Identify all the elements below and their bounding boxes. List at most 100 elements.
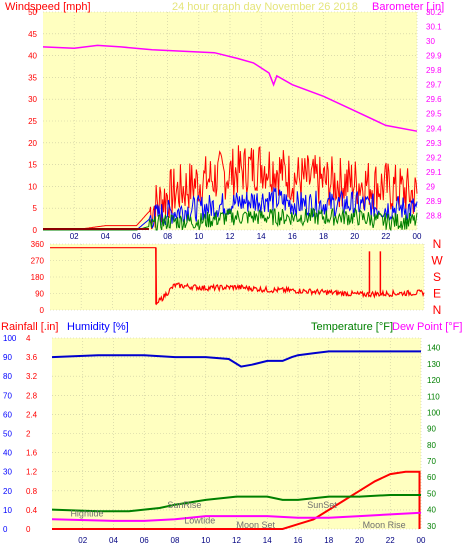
barometer-y-tick-label: 29.8	[426, 66, 442, 75]
humidity-y-ticks: 0 10 20 30 40 50 60 70 80 90 100	[3, 334, 17, 534]
event-annotation: SunRise	[167, 500, 201, 510]
barometer-y-tick-label: 30	[426, 37, 435, 46]
event-annotation: Hightide	[70, 509, 103, 519]
wind-y-tick-label: 5	[33, 204, 38, 213]
temperature-y-tick-label: 40	[427, 506, 436, 515]
wind-x-tick-label: 20	[350, 232, 359, 241]
rainfall-y-tick-label: 2.8	[26, 391, 38, 400]
rainfall-y-tick-label: 0	[26, 525, 31, 534]
rainfall-y-tick-label: 4	[26, 334, 31, 343]
climate-x-tick-label: 10	[201, 536, 210, 545]
chart-title: 24 hour graph day November 26 2018	[172, 1, 358, 13]
temperature-y-tick-label: 130	[427, 360, 441, 369]
barometer-y-tick-label: 30.2	[426, 8, 442, 17]
climate-series	[51, 350, 422, 530]
direction-y-ticks: 0 90 180 270 360	[31, 240, 45, 315]
windspeed-axis-label: Windspeed [mph]	[5, 1, 91, 13]
climate-x-tick-label: 12	[232, 536, 241, 545]
wind-series	[42, 44, 418, 232]
rainfall-y-tick-label: 0.4	[26, 506, 38, 515]
climate-x-tick-label: 04	[109, 536, 118, 545]
compass-letter: N	[433, 237, 442, 251]
compass-letter: W	[431, 254, 443, 268]
climate-x-ticks: 02 04 06 08 10 12 14 16 18 20 22 00	[78, 536, 426, 545]
barometer-y-tick-label: 29.6	[426, 95, 442, 104]
wind-y-tick-label: 10	[28, 182, 37, 191]
wind-y-tick-label: 40	[28, 52, 37, 61]
event-annotation: Moon Rise	[363, 520, 406, 530]
climate-annotations: Hightide SunRise Lowtide Moon Set SunSet Moon…	[70, 500, 405, 530]
rainfall-y-tick-label: 2.4	[26, 410, 38, 419]
wind-y-tick-label: 35	[28, 73, 37, 82]
wind-x-tick-label: 04	[101, 232, 110, 241]
barometer-y-tick-label: 29.9	[426, 52, 442, 61]
humidity-y-tick-label: 70	[3, 391, 12, 400]
humidity-y-tick-label: 90	[3, 353, 12, 362]
temperature-y-tick-label: 80	[427, 441, 436, 450]
climate-x-tick-label: 02	[78, 536, 87, 545]
compass-letter: E	[433, 287, 441, 301]
humidity-y-tick-label: 20	[3, 487, 12, 496]
direction-y-tick-label: 90	[35, 290, 44, 299]
wind-y-ticks: 0 5 10 15 20 25 30 35 40 45 50	[28, 8, 37, 235]
barometer-y-tick-label: 29	[426, 182, 435, 191]
direction-y-tick-label: 270	[31, 257, 45, 266]
direction-series-line	[50, 247, 425, 306]
rainfall-y-tick-label: 3.6	[26, 353, 38, 362]
rainfall-y-tick-label: 1.6	[26, 449, 38, 458]
wind-x-tick-label: 22	[381, 232, 390, 241]
compass-letter: S	[433, 270, 441, 284]
wind-x-tick-label: 18	[319, 232, 328, 241]
rainfall-series-line	[52, 470, 421, 530]
humidity-y-tick-label: 30	[3, 468, 12, 477]
temperature-y-tick-label: 140	[427, 344, 441, 353]
climate-x-tick-label: 16	[294, 536, 303, 545]
wind-x-tick-label: 10	[194, 232, 203, 241]
barometer-y-tick-label: 29.3	[426, 139, 442, 148]
barometer-axis-label: Barometer [.in]	[372, 1, 444, 13]
humidity-series-line	[51, 350, 421, 368]
temperature-y-tick-label: 30	[427, 522, 436, 531]
humidity-y-tick-label: 50	[3, 430, 12, 439]
direction-grid	[50, 243, 425, 311]
humidity-y-tick-label: 80	[3, 372, 12, 381]
humidity-y-tick-label: 60	[3, 410, 12, 419]
event-annotation: SunSet	[307, 500, 337, 510]
barometer-y-tick-label: 28.9	[426, 197, 442, 206]
temperature-y-tick-label: 110	[427, 392, 440, 401]
wind-x-tick-label: 12	[226, 232, 235, 241]
climate-x-tick-label: 20	[355, 536, 364, 545]
humidity-y-tick-label: 0	[3, 525, 8, 534]
barometer-y-ticks: 28.8 28.9 29 29.1 29.2 29.3 29.4 29.5 29.6 29.7 29…	[426, 8, 442, 220]
rainfall-y-tick-label: 1.2	[26, 468, 38, 477]
barometer-y-tick-label: 30.1	[426, 23, 442, 32]
direction-y-tick-label: 180	[31, 273, 45, 282]
wind-y-tick-label: 50	[28, 8, 37, 17]
wind-y-tick-label: 0	[33, 226, 38, 235]
compass-letter: N	[433, 303, 442, 317]
temperature-y-ticks: 30 40 50 60 70 80 90 100 110 120 130 140	[427, 344, 441, 531]
rainfall-y-tick-label: 0.8	[26, 487, 38, 496]
climate-x-tick-label: 22	[386, 536, 395, 545]
wind-x-tick-label: 14	[257, 232, 266, 241]
climate-x-tick-label: 08	[171, 536, 180, 545]
rainfall-y-tick-label: 2	[26, 430, 31, 439]
climate-x-tick-label: 06	[140, 536, 149, 545]
event-annotation: Lowtide	[184, 515, 215, 525]
climate-x-tick-label: 14	[263, 536, 272, 545]
temperature-y-tick-label: 70	[427, 457, 436, 466]
wind-x-tick-label: 16	[288, 232, 297, 241]
wind-y-tick-label: 25	[28, 117, 37, 126]
event-annotation: Moon Set	[237, 520, 276, 530]
barometer-y-tick-label: 29.2	[426, 153, 442, 162]
climate-x-tick-label: 18	[324, 536, 333, 545]
rainfall-y-tick-label: 3.2	[26, 372, 38, 381]
barometer-y-tick-label: 29.7	[426, 81, 442, 90]
climate-x-tick-label: 00	[417, 536, 426, 545]
wind-y-tick-label: 45	[28, 30, 37, 39]
direction-series	[50, 247, 425, 306]
direction-y-tick-label: 0	[40, 306, 45, 315]
